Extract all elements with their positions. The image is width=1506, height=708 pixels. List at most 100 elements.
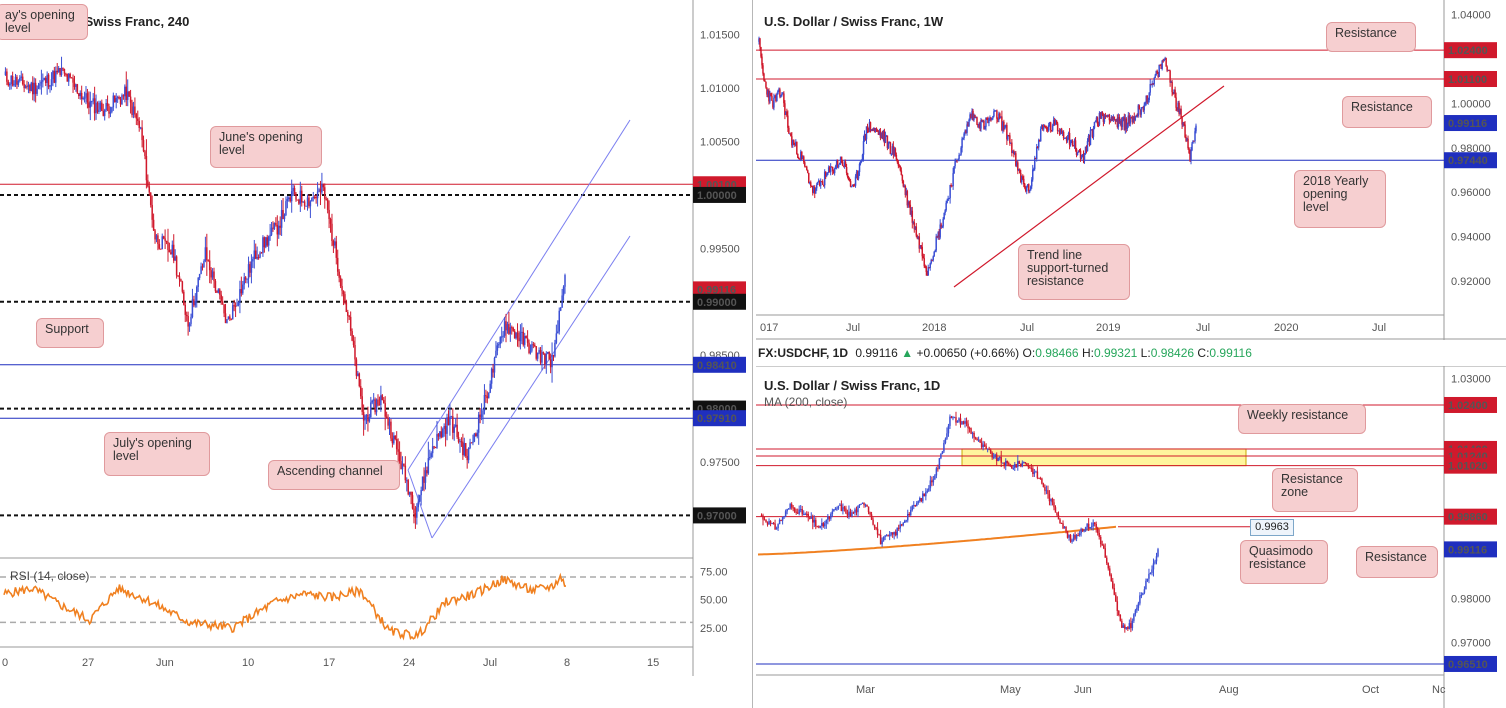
candle-1w-candle — [904, 185, 907, 195]
candle-1w-candle — [790, 133, 792, 137]
candle-4h-candle — [30, 82, 33, 91]
chart-1d-title: U.S. Dollar / Swiss Franc, 1D — [764, 378, 941, 393]
candle-4h-candle — [62, 67, 64, 70]
candle-4h-candle — [108, 106, 110, 114]
candle-4h-candle — [454, 424, 457, 427]
candle-1d-candle — [1078, 533, 1081, 536]
candle-1w-candle — [1109, 120, 1112, 122]
candle-4h-candle — [305, 205, 307, 207]
candle-1w-candle — [1188, 148, 1190, 153]
candle-4h-candle — [351, 331, 353, 341]
candle-4h-candle — [26, 86, 28, 88]
callout-quasimodo-resistance: Quasimodo resistance — [1240, 540, 1328, 584]
candle-1w-candle — [980, 120, 982, 129]
candle-1d-candle — [891, 532, 894, 535]
candle-4h-candle — [79, 92, 81, 97]
candle-1w-candle — [977, 124, 979, 128]
chart-1d-panel[interactable]: 1.030000.980000.970001.024001.014001.012… — [756, 366, 1506, 708]
candle-1d-candle — [932, 479, 935, 483]
candle-1w-candle — [1074, 140, 1077, 150]
date-tick-label: Oct — [1362, 684, 1379, 696]
candle-4h-candle — [335, 241, 338, 258]
candle-1w-candle — [908, 201, 911, 205]
chart-1w-panel[interactable]: 1.04000 1.00000 0.98000 0.96000 0.94000 0.920… — [756, 0, 1506, 340]
chart-1d-canvas[interactable]: 1.030000.980000.970001.024001.014001.012… — [756, 366, 1506, 708]
price-tag-bg — [693, 293, 746, 310]
candle-1d-candle — [1104, 548, 1106, 558]
candle-4h-candle — [385, 416, 388, 418]
candle-4h-candle — [125, 86, 128, 100]
candle-1w-candle — [770, 93, 772, 97]
candle-1d-candle — [863, 502, 865, 505]
candle-1w-candle — [1059, 128, 1062, 135]
candle-4h-candle — [554, 342, 556, 357]
candle-4h-candle — [345, 302, 348, 313]
candle-1w-candle — [1030, 186, 1032, 191]
candle-1d-candle — [941, 451, 944, 454]
candle-4h-candle — [427, 458, 430, 474]
candle-4h-candle — [542, 352, 545, 354]
candle-1w-candle — [991, 118, 993, 120]
candle-1d-candle — [1072, 534, 1075, 541]
candle-1d-candle — [819, 525, 822, 528]
candle-1w-candle — [1126, 124, 1129, 129]
candle-1w-candle — [877, 131, 880, 135]
candle-4h-candle — [309, 201, 312, 207]
candle-1d-candle — [947, 425, 950, 434]
candle-4h-candle — [536, 352, 539, 359]
candle-1d-candle — [1155, 556, 1158, 562]
candle-1w-candle — [906, 191, 909, 206]
candle-1d-candle — [974, 437, 977, 439]
candle-4h-candle — [544, 353, 546, 365]
candle-4h-candle — [463, 443, 466, 456]
candle-1w-candle — [1068, 132, 1071, 145]
candle-1w-candle — [956, 160, 958, 162]
candle-1d-candle — [858, 504, 861, 506]
candle-1w-candle — [1082, 154, 1085, 162]
candle-4h-candle — [531, 344, 533, 351]
candle-1d-candle — [1071, 540, 1073, 542]
candle-1w-candle — [961, 138, 963, 148]
candle-1d-candle — [900, 524, 903, 526]
candle-1w-candle — [966, 124, 968, 133]
candle-1d-candle — [1050, 498, 1052, 502]
candle-4h-candle — [184, 304, 186, 315]
candle-1w-candle — [797, 153, 799, 159]
candle-4h-candle — [311, 198, 313, 202]
candle-1w-candle — [760, 47, 762, 57]
candle-1d-candle — [848, 511, 850, 516]
candle-4h-candle — [502, 335, 504, 337]
candle-1w-candle — [809, 182, 811, 184]
chart-1w-title: U.S. Dollar / Swiss Franc, 1W — [764, 14, 944, 29]
candle-4h-candle — [519, 332, 522, 342]
price-tag-1.02400: 1.02400 — [1448, 45, 1488, 57]
candle-1d-candle — [1148, 573, 1150, 579]
candle-4h-candle — [518, 337, 520, 342]
candle-1w-candle — [817, 180, 820, 183]
candle-4h-candle — [390, 421, 392, 439]
candle-1w-candle — [1195, 125, 1197, 132]
candle-4h-candle — [161, 236, 163, 249]
candle-1w-candle — [878, 131, 881, 135]
price-tag-bg — [693, 507, 746, 524]
chart-4h-canvas[interactable]: 1.015001.010001.005000.995000.985000.975… — [0, 0, 750, 676]
chart-4h-panel[interactable]: 1.01500 1.01000 1.00500 0.99500 0.98500 0.975… — [0, 0, 750, 676]
price-tick-label: 0.98000 — [1451, 143, 1491, 155]
candle-4h-candle — [171, 244, 174, 255]
candle-1w-candle — [941, 226, 943, 228]
candle-4h-candle — [349, 316, 352, 332]
candle-1w-candle — [1104, 115, 1107, 118]
candle-1w-candle — [971, 110, 973, 119]
candle-4h-candle — [178, 276, 181, 280]
candle-1d-candle — [1026, 463, 1028, 466]
candle-1w-candle — [1072, 145, 1075, 147]
candle-4h-candle — [299, 190, 302, 204]
candle-4h-candle — [525, 335, 527, 339]
candle-1w-candle — [1129, 117, 1132, 124]
candle-4h-candle — [86, 93, 89, 103]
ma-line — [757, 525, 1117, 556]
candle-4h-candle — [194, 301, 197, 306]
candle-1w-candle — [899, 166, 902, 171]
candle-1w-candle — [833, 168, 836, 174]
candle-1d-candle — [855, 509, 858, 513]
